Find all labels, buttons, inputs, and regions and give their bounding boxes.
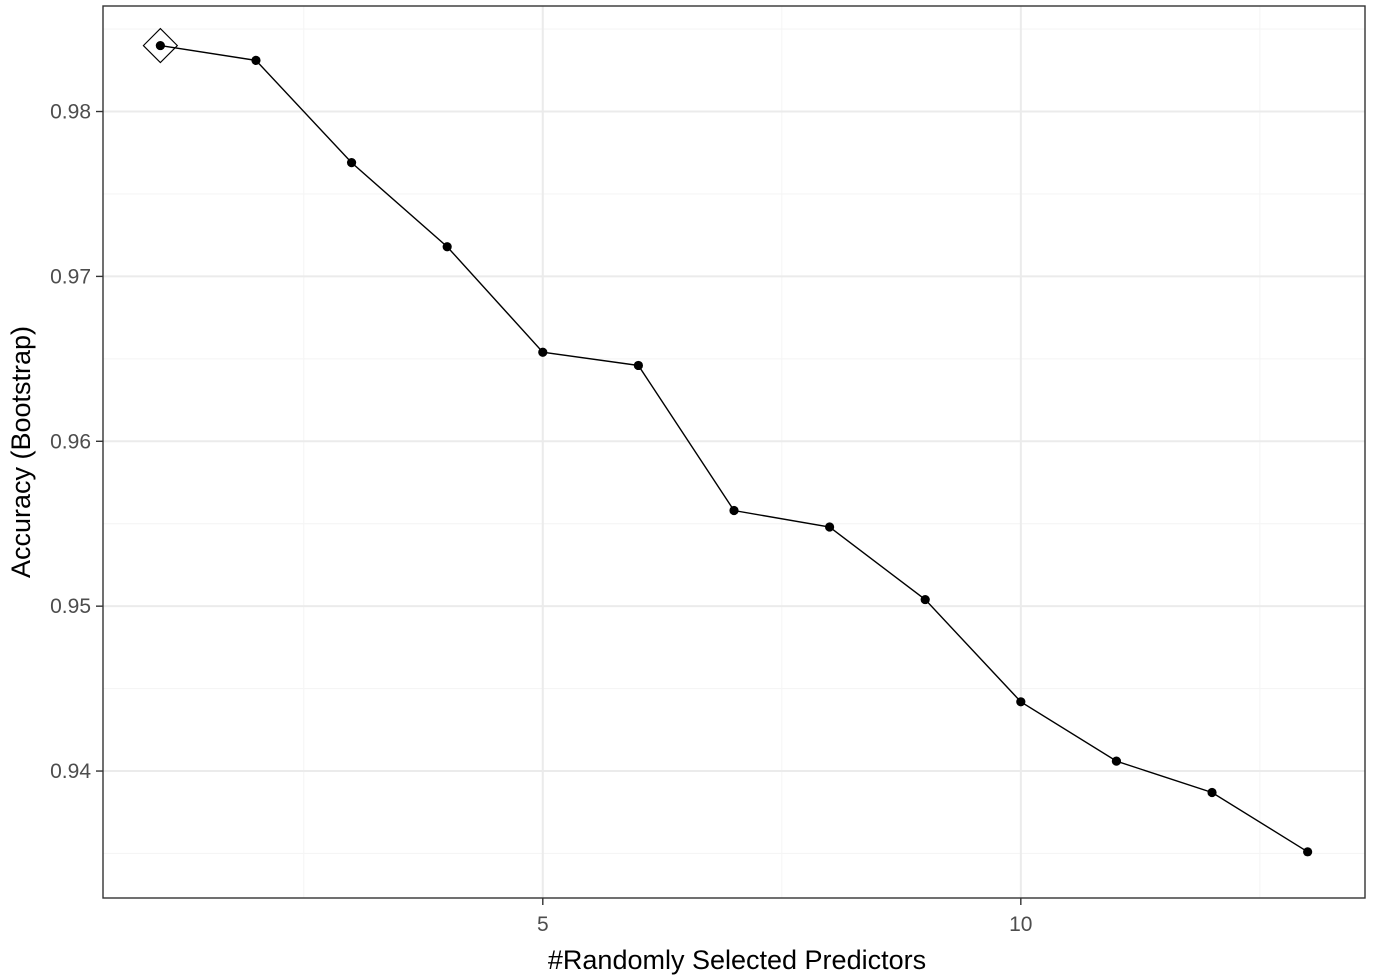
data-point bbox=[825, 522, 835, 532]
grid bbox=[103, 6, 1365, 898]
y-tick-label: 0.95 bbox=[50, 595, 91, 618]
series-layer bbox=[142, 27, 1313, 857]
data-point bbox=[633, 360, 643, 371]
data-point bbox=[920, 594, 930, 605]
data-point bbox=[442, 242, 452, 252]
data-point bbox=[1303, 847, 1313, 857]
data-point bbox=[1207, 787, 1217, 798]
data-point bbox=[251, 55, 261, 66]
y-axis-title: Accuracy (Bootstrap) bbox=[6, 326, 36, 578]
axes: 0.94 0.95 0.96 0.97 0.98 5 10 bbox=[50, 5, 1366, 936]
panel-background bbox=[103, 6, 1365, 898]
best-point-marker bbox=[142, 27, 179, 64]
data-point bbox=[729, 505, 739, 516]
y-tick-label: 0.96 bbox=[50, 430, 91, 453]
data-point bbox=[346, 158, 357, 168]
panel-border bbox=[102, 5, 1366, 899]
y-tick-label: 0.98 bbox=[50, 101, 91, 124]
x-tick-label: 10 bbox=[1009, 913, 1032, 936]
y-tick-label: 0.94 bbox=[50, 760, 91, 783]
data-point bbox=[1111, 756, 1122, 766]
y-tick-label: 0.97 bbox=[50, 265, 91, 288]
x-axis-title: #Randomly Selected Predictors bbox=[548, 945, 926, 975]
data-point bbox=[155, 40, 165, 51]
data-point bbox=[538, 347, 548, 357]
data-point bbox=[1016, 697, 1026, 707]
x-tick-label: 5 bbox=[537, 913, 549, 936]
